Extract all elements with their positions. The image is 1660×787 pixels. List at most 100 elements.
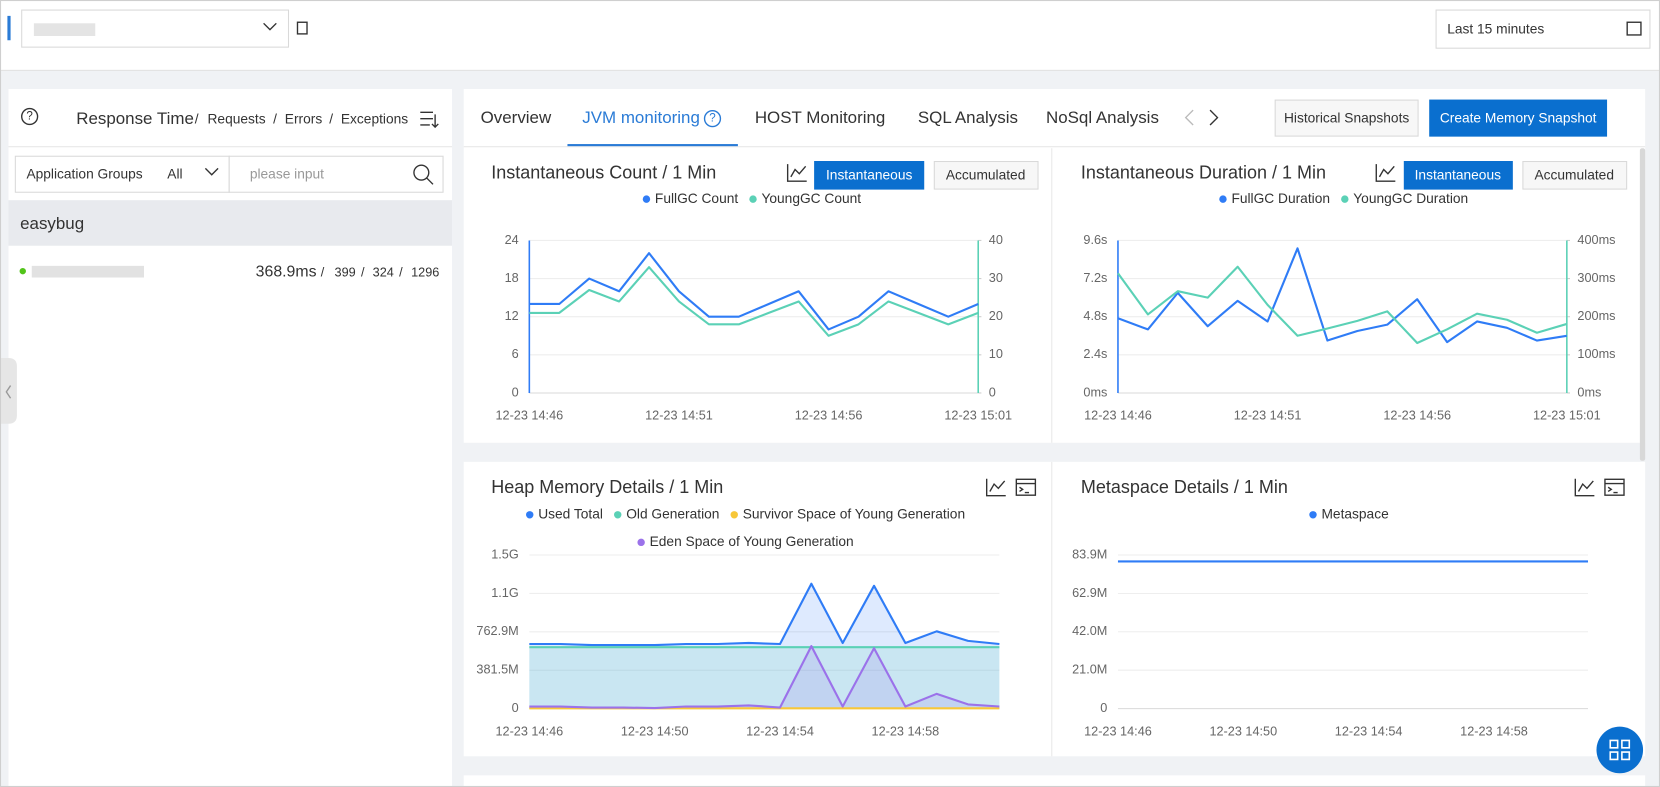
sort-icon[interactable]	[420, 111, 439, 129]
legend-label: Metaspace	[1321, 506, 1389, 521]
tab-next[interactable]	[1209, 109, 1219, 126]
y2-tick-label: 20	[989, 309, 1003, 323]
x-tick-label: 12-23 14:46	[495, 724, 563, 738]
time-range-picker[interactable]	[1435, 9, 1651, 49]
legend-label: Survivor Space of Young Generation	[743, 506, 965, 521]
terminal-icon[interactable]	[1604, 478, 1625, 496]
legend-label: Old Generation	[626, 506, 719, 521]
filter-label: Application Groups	[26, 166, 142, 181]
y-tick-label: 21.0M	[1072, 663, 1107, 677]
mode-button-active[interactable]	[1403, 161, 1513, 190]
legend-dot	[1341, 195, 1349, 203]
app-select[interactable]	[21, 9, 290, 48]
mode-button-active[interactable]	[814, 161, 925, 190]
group-row[interactable]	[8, 200, 453, 246]
chart-title: Metaspace Details / 1 Min	[1081, 477, 1288, 497]
y-tick-label: 1.5G	[491, 547, 519, 561]
main-panel	[463, 88, 1646, 443]
y-tick-label: 1.1G	[491, 586, 519, 600]
calendar-icon	[1626, 21, 1642, 36]
search-icon[interactable]	[413, 164, 430, 181]
x-tick-label: 12-23 15:01	[944, 409, 1012, 423]
scrollbar[interactable]	[1639, 148, 1646, 461]
search-input[interactable]	[228, 155, 444, 193]
y-tick-label: 0ms	[1083, 385, 1107, 399]
series-line	[529, 582, 1000, 647]
snapshot-button[interactable]	[1274, 99, 1419, 137]
series-line	[529, 645, 1000, 710]
left-panel	[8, 88, 453, 787]
y-tick-label: 24	[505, 233, 519, 247]
tab-active[interactable]: JVM monitoring	[582, 108, 700, 127]
tab[interactable]: NoSql Analysis	[1046, 108, 1159, 127]
tab-prev[interactable]	[1184, 109, 1194, 126]
legend-label: FullGC Duration	[1231, 191, 1330, 206]
separator: /	[329, 111, 333, 126]
y-tick-label: 6	[512, 347, 519, 361]
blurred-app-name	[33, 23, 96, 37]
series-line	[529, 252, 979, 331]
chart-icon[interactable]	[786, 164, 807, 182]
tab[interactable]: HOST Monitoring	[755, 108, 885, 127]
separator: /	[399, 266, 403, 280]
x-tick-label: 12-23 14:54	[746, 724, 814, 738]
x-tick-label: 12-23 15:01	[1533, 409, 1601, 423]
chart-icon[interactable]	[1375, 164, 1396, 182]
x-tick-label: 12-23 14:58	[1460, 724, 1528, 738]
search-placeholder: please input	[250, 166, 324, 181]
x-tick-label: 12-23 14:46	[495, 409, 563, 423]
chart-title: Instantaneous Count / 1 Min	[491, 162, 716, 182]
copy-icon[interactable]	[296, 21, 308, 35]
x-tick-label: 12-23 14:54	[1335, 724, 1403, 738]
metric-tab[interactable]: Requests	[208, 111, 266, 126]
y2-tick-label: 300ms	[1577, 271, 1615, 285]
legend-label: FullGC Count	[655, 191, 738, 206]
help-icon[interactable]	[21, 107, 39, 126]
x-tick-label: 12-23 14:50	[621, 724, 689, 738]
legend-label: Used Total	[538, 506, 603, 521]
time-range: Last 15 minutes	[1447, 21, 1544, 36]
series-line	[1117, 265, 1568, 345]
metric-tab[interactable]: Errors	[285, 111, 323, 126]
chart-icon[interactable]	[1574, 478, 1595, 497]
y-tick-label: 381.5M	[476, 663, 518, 677]
tab[interactable]: Overview	[481, 108, 552, 127]
legend-item: YoungGC Count	[749, 191, 861, 206]
terminal-icon[interactable]	[1015, 478, 1037, 496]
separator: /	[195, 111, 199, 126]
tab[interactable]: SQL Analysis	[918, 108, 1018, 127]
x-tick-label: 12-23 14:51	[645, 409, 713, 423]
series-line	[1117, 247, 1568, 344]
metric-tab[interactable]: Response Time	[76, 109, 194, 128]
group-select[interactable]	[14, 155, 230, 193]
button-label: Accumulated	[1535, 167, 1614, 182]
x-tick-label: 12-23 14:58	[872, 724, 940, 738]
legend-dot	[642, 195, 651, 203]
terminal-icon-detail	[1016, 482, 1036, 494]
mode-button[interactable]	[1522, 161, 1628, 190]
collapse-tab[interactable]	[0, 358, 17, 424]
create-snapshot-button[interactable]	[1429, 99, 1608, 137]
legend-item: Eden Space of Young Generation	[637, 534, 854, 549]
y-tick-label: 0	[512, 385, 519, 399]
y-tick-label: 62.9M	[1072, 586, 1107, 600]
y-tick-label: 7.2s	[1083, 271, 1107, 285]
help-icon[interactable]	[703, 109, 722, 128]
chart-title: Instantaneous Duration / 1 Min	[1081, 162, 1326, 182]
legend-label: Eden Space of Young Generation	[650, 534, 854, 549]
y-tick-label: 9.6s	[1083, 233, 1107, 247]
help-mark: ?	[709, 112, 716, 125]
y2-tick-label: 10	[989, 347, 1003, 361]
mode-button[interactable]	[933, 161, 1039, 190]
metric-tab[interactable]: Exceptions	[341, 111, 408, 126]
chart-icon[interactable]	[985, 478, 1006, 497]
floating-button[interactable]	[1596, 726, 1644, 774]
collapse-arrow	[5, 385, 12, 399]
response-time: 368.9ms	[256, 263, 317, 280]
legend-dot	[614, 511, 622, 519]
legend-dot	[749, 195, 757, 203]
x-tick-label: 12-23 14:50	[1209, 724, 1277, 738]
